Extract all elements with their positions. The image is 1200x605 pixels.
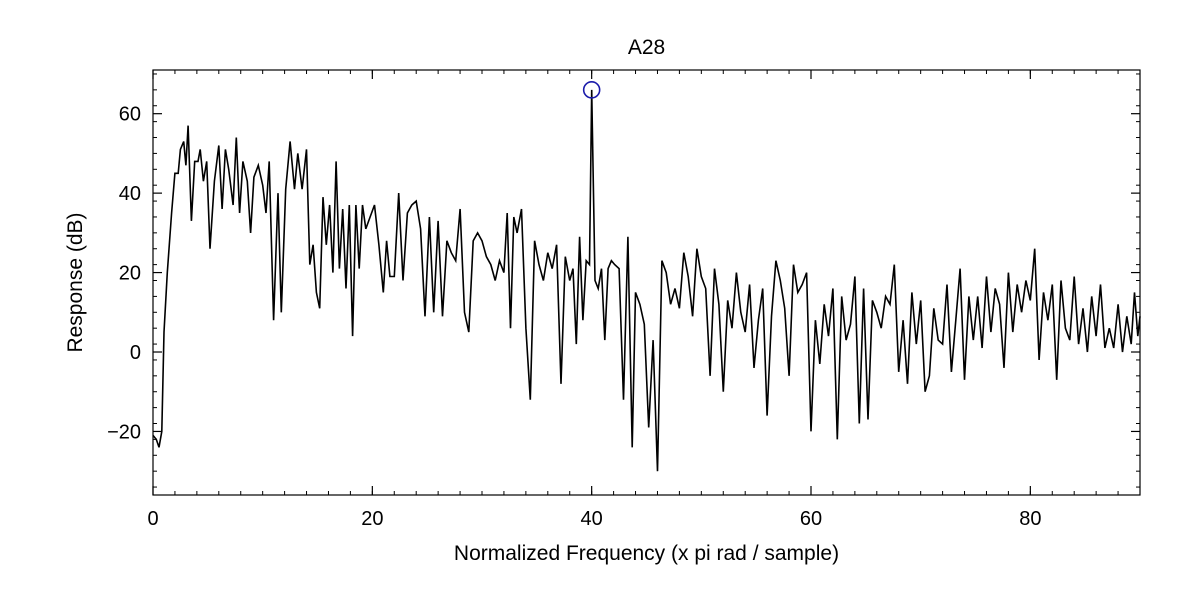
x-tick-label: 60 [800,508,822,530]
x-axis-title: Normalized Frequency (x pi rad / sample) [454,542,839,565]
response-series-line [152,89,1141,472]
plot-frame [152,69,1141,496]
y-axis-title: Response (dB) [64,212,87,352]
y-tick-label: −20 [107,421,141,443]
x-tick-label: 40 [581,508,603,530]
y-tick-label: 60 [119,104,141,126]
x-tick-label: 80 [1019,508,1041,530]
y-tick-label: 20 [119,263,141,285]
plot-area: 0 20 40 60 80 −20 0 20 40 60 [107,69,1141,530]
y-tick-label: 0 [130,342,141,364]
peak-marker-circle [582,81,601,99]
x-tick-label: 20 [361,508,383,530]
chart-title: A28 [628,36,665,59]
y-tick-label: 40 [119,183,141,205]
x-tick-label: 0 [147,508,158,530]
